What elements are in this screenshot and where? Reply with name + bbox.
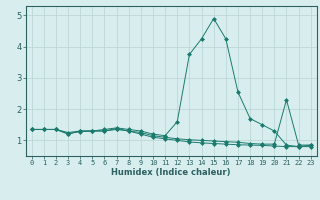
X-axis label: Humidex (Indice chaleur): Humidex (Indice chaleur): [111, 168, 231, 177]
